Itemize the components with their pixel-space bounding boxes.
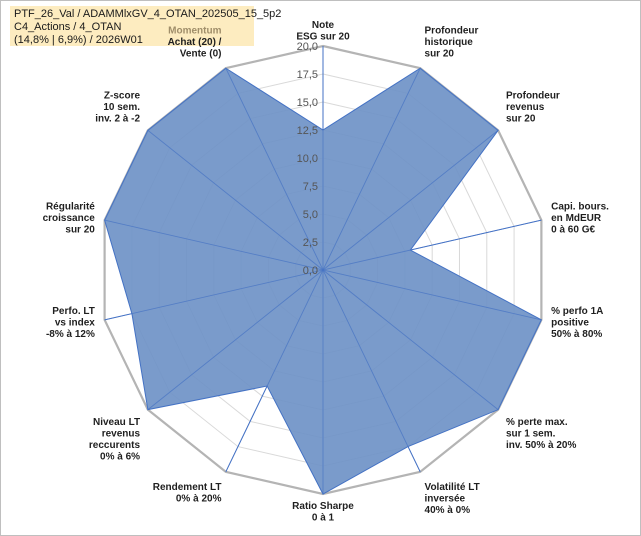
- axis-spoke-overlay: [104, 269, 324, 321]
- axis-label-line: croissance: [43, 213, 96, 224]
- axis-spoke-overlay: [147, 269, 324, 410]
- axis-spoke-overlay: [322, 269, 421, 472]
- axis-label-line: -8% à 12%: [46, 329, 95, 340]
- axis-label-line: 0% à 20%: [176, 493, 222, 504]
- tick-label: 2,5: [303, 237, 318, 249]
- axis-label-line: revenus: [506, 102, 545, 113]
- axis-label-line: % perte max.: [506, 417, 568, 428]
- axis-label-line: sur 20: [506, 114, 536, 125]
- tick-label: 10,0: [297, 153, 318, 165]
- axis-label-line: Profondeur: [506, 91, 560, 102]
- radar-ticks: 0,0 2,5 5,0 7,5 10,0 12,5 15,0 17,5 20,0: [297, 41, 318, 277]
- axis-label-line: inv. 2 à -2: [95, 114, 140, 125]
- axis-label-line: inv. 50% à 20%: [506, 440, 577, 451]
- axis-label-line: sur 1 sem.: [506, 428, 556, 439]
- axis-label-line: Ratio Sharpe: [292, 501, 354, 512]
- axis-spoke-overlay: [225, 269, 324, 472]
- axis-spoke-overlay: [322, 130, 499, 271]
- axis-label-line: inversée: [425, 493, 466, 504]
- axis-label-line: Niveau LT: [93, 417, 140, 428]
- axis-label-line: sur 20: [65, 225, 95, 236]
- header-line-3: (14,8% | 6,9%) / 2026W01: [14, 34, 143, 46]
- axis-label-line: Z-score: [104, 91, 141, 102]
- tick-label: 7,5: [303, 181, 318, 193]
- axis-spoke-overlay: [322, 68, 421, 271]
- axis-label-line: 0 à 1: [312, 513, 335, 524]
- tick-label: 17,5: [297, 69, 318, 81]
- tick-label: 5,0: [303, 209, 318, 221]
- header-line-2: C4_Actions / 4_OTAN: [14, 21, 122, 33]
- tick-label: 20,0: [297, 41, 318, 53]
- axis-label-line: en MdEUR: [551, 213, 602, 224]
- axis-label-line: historique: [425, 37, 474, 48]
- header-line-1: PTF_26_Val / ADAMMlxGV_4_OTAN_202505_15_…: [14, 8, 282, 20]
- axis-label-line: Volatilité LT: [425, 482, 480, 493]
- axis-label-line: revenus: [102, 428, 141, 439]
- axis-label-line: % perfo 1A: [551, 306, 603, 317]
- axis-label-line: 10 sem.: [103, 102, 140, 113]
- axis-label-line: 50% à 80%: [551, 329, 602, 340]
- axis-label-8: Rendement LT0% à 20%: [153, 482, 222, 505]
- axis-label-line: Perfo. LT: [52, 306, 95, 317]
- axis-spoke-overlay: [322, 269, 499, 410]
- axis-spoke-overlay: [225, 68, 324, 271]
- axis-label-line: Capi. bours.: [551, 202, 609, 213]
- axis-label-line: Rendement LT: [153, 482, 222, 493]
- axis-label-line: Régularité: [46, 202, 95, 213]
- axis-spoke-overlay: [104, 219, 324, 271]
- chart-header: PTF_26_Val / ADAMMlxGV_4_OTAN_202505_15_…: [10, 6, 282, 46]
- axis-label-line: ESG sur 20: [296, 32, 350, 43]
- axis-label-line: 40% à 0%: [425, 505, 471, 516]
- axis-spoke-overlay: [322, 219, 542, 271]
- axis-label-line: Profondeur: [425, 26, 479, 37]
- axis-label-line: 0% à 6%: [100, 451, 140, 462]
- axis-label-line: Note: [312, 20, 335, 31]
- axis-label-5: % perte max.sur 1 sem.inv. 50% à 20%: [506, 417, 577, 451]
- axis-label-line: reccurents: [89, 440, 141, 451]
- axis-label-line: Vente (0): [180, 49, 222, 60]
- tick-label: 0,0: [303, 265, 318, 277]
- axis-label-line: positive: [551, 317, 589, 328]
- axis-label-line: vs index: [55, 317, 95, 328]
- axis-label-line: sur 20: [425, 49, 455, 60]
- tick-label: 12,5: [297, 125, 318, 137]
- radar-series: [104, 46, 543, 495]
- axis-spoke-overlay: [147, 130, 324, 271]
- axis-label-line: Momentum: [168, 26, 221, 37]
- axis-label-line: 0 à 60 G€: [551, 225, 595, 236]
- tick-label: 15,0: [297, 97, 318, 109]
- axis-spoke-overlay: [322, 269, 542, 321]
- axis-label-line: Achat (20) /: [168, 37, 222, 48]
